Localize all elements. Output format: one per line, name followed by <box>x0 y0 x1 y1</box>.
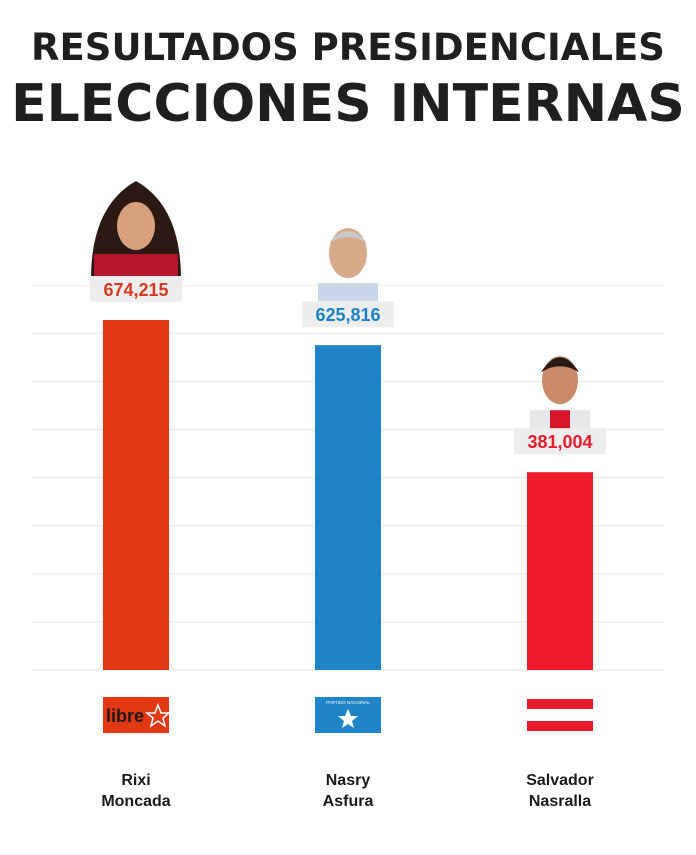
bar <box>315 345 381 670</box>
star-icon <box>338 709 358 728</box>
libre-logo: libre <box>103 697 172 733</box>
candidate-name: Rixi Moncada <box>56 770 216 812</box>
candidate-name: Nasry Asfura <box>268 770 428 812</box>
bar <box>527 472 593 670</box>
bar <box>103 320 169 670</box>
man-portrait-dark-hair <box>530 356 590 429</box>
value-label-box <box>90 276 182 302</box>
woman-portrait <box>91 181 181 276</box>
shirt <box>318 283 378 302</box>
red-white-stripes-flag <box>527 697 593 733</box>
value-label: 381,004 <box>527 432 592 452</box>
title-line-1: RESULTADOS PRESIDENCIALES <box>31 26 665 69</box>
man-portrait-gray-hair <box>318 228 378 302</box>
value-label-box <box>514 428 606 455</box>
candidate-last-name: Asfura <box>322 793 374 810</box>
partido-nacional-flag: PARTIDO NACIONAL <box>315 697 381 733</box>
value-label: 674,215 <box>103 280 168 300</box>
candidate-first-name: Rixi <box>121 772 151 789</box>
candidate-name: Salvador Nasralla <box>480 770 640 812</box>
face <box>329 228 367 279</box>
value-label: 625,816 <box>315 305 380 325</box>
candidate-last-name: Nasralla <box>528 793 592 810</box>
logo-text: libre <box>106 706 144 726</box>
hair <box>541 357 579 373</box>
face <box>542 356 578 405</box>
value-label-box <box>302 301 394 328</box>
flag-stripe <box>527 699 593 709</box>
blouse <box>94 254 178 276</box>
star-icon <box>144 702 172 728</box>
candidate-last-name: Moncada <box>101 793 171 810</box>
shirt <box>550 410 570 429</box>
logo-text: PARTIDO NACIONAL <box>326 700 370 705</box>
candidate-first-name: Salvador <box>526 772 594 789</box>
flag-stripe <box>527 721 593 731</box>
face <box>117 202 155 250</box>
candidate-first-name: Nasry <box>325 772 371 789</box>
title-line-2: ELECCIONES INTERNAS <box>11 74 685 134</box>
hair <box>329 231 367 244</box>
